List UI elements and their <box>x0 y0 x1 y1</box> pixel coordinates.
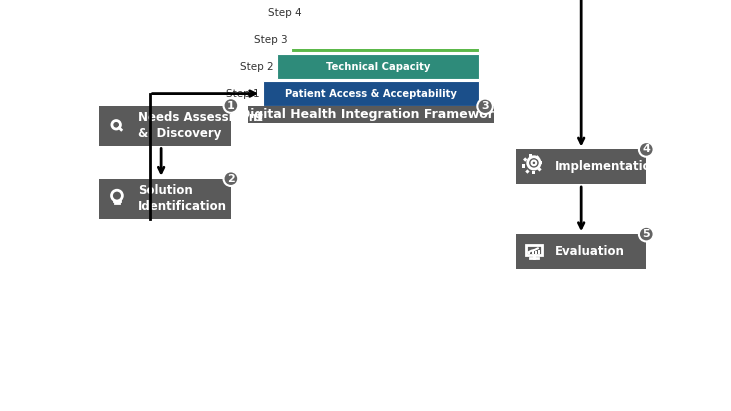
Bar <box>277 54 479 79</box>
Bar <box>532 171 535 174</box>
Text: Step 2: Step 2 <box>240 62 273 72</box>
Circle shape <box>639 227 654 241</box>
Bar <box>535 155 539 159</box>
Bar <box>306 0 479 25</box>
Bar <box>529 252 531 254</box>
Circle shape <box>477 99 493 114</box>
Circle shape <box>224 171 238 186</box>
Bar <box>538 249 539 254</box>
Circle shape <box>639 142 654 157</box>
Bar <box>526 245 542 255</box>
Text: 3: 3 <box>481 101 489 111</box>
Text: Technical Capacity: Technical Capacity <box>326 62 431 72</box>
Text: Needs Assessment
&  Discovery: Needs Assessment & Discovery <box>138 111 262 140</box>
Text: 1: 1 <box>227 101 235 111</box>
Text: Patient Access & Acceptability: Patient Access & Acceptability <box>285 89 457 99</box>
Bar <box>248 106 494 123</box>
Text: Security & Compliance: Security & Compliance <box>321 35 449 45</box>
Text: 5: 5 <box>643 229 650 239</box>
Bar <box>526 169 530 174</box>
Bar <box>534 251 537 254</box>
Text: Step 4: Step 4 <box>268 8 301 18</box>
Text: 4: 4 <box>643 144 650 155</box>
Text: Step 3: Step 3 <box>254 35 287 45</box>
Bar <box>522 164 526 168</box>
Bar <box>292 27 479 52</box>
Text: Step 1: Step 1 <box>226 89 260 99</box>
Bar <box>516 234 646 269</box>
Bar <box>523 157 528 162</box>
Bar <box>537 167 542 171</box>
Bar <box>263 81 479 106</box>
Text: Evaluation: Evaluation <box>555 245 625 258</box>
Bar <box>531 252 534 254</box>
Circle shape <box>224 98 238 113</box>
Text: 2: 2 <box>227 174 235 184</box>
Bar <box>99 106 231 145</box>
Text: Digital Health Integration Framework: Digital Health Integration Framework <box>240 108 502 121</box>
Text: Implementation: Implementation <box>555 160 660 173</box>
Text: Solution
Identification: Solution Identification <box>138 185 227 213</box>
Bar <box>516 150 646 184</box>
Bar <box>529 155 532 157</box>
Bar <box>99 179 231 219</box>
Text: Financial Feasibility: Financial Feasibility <box>336 8 448 18</box>
Bar <box>539 162 542 164</box>
